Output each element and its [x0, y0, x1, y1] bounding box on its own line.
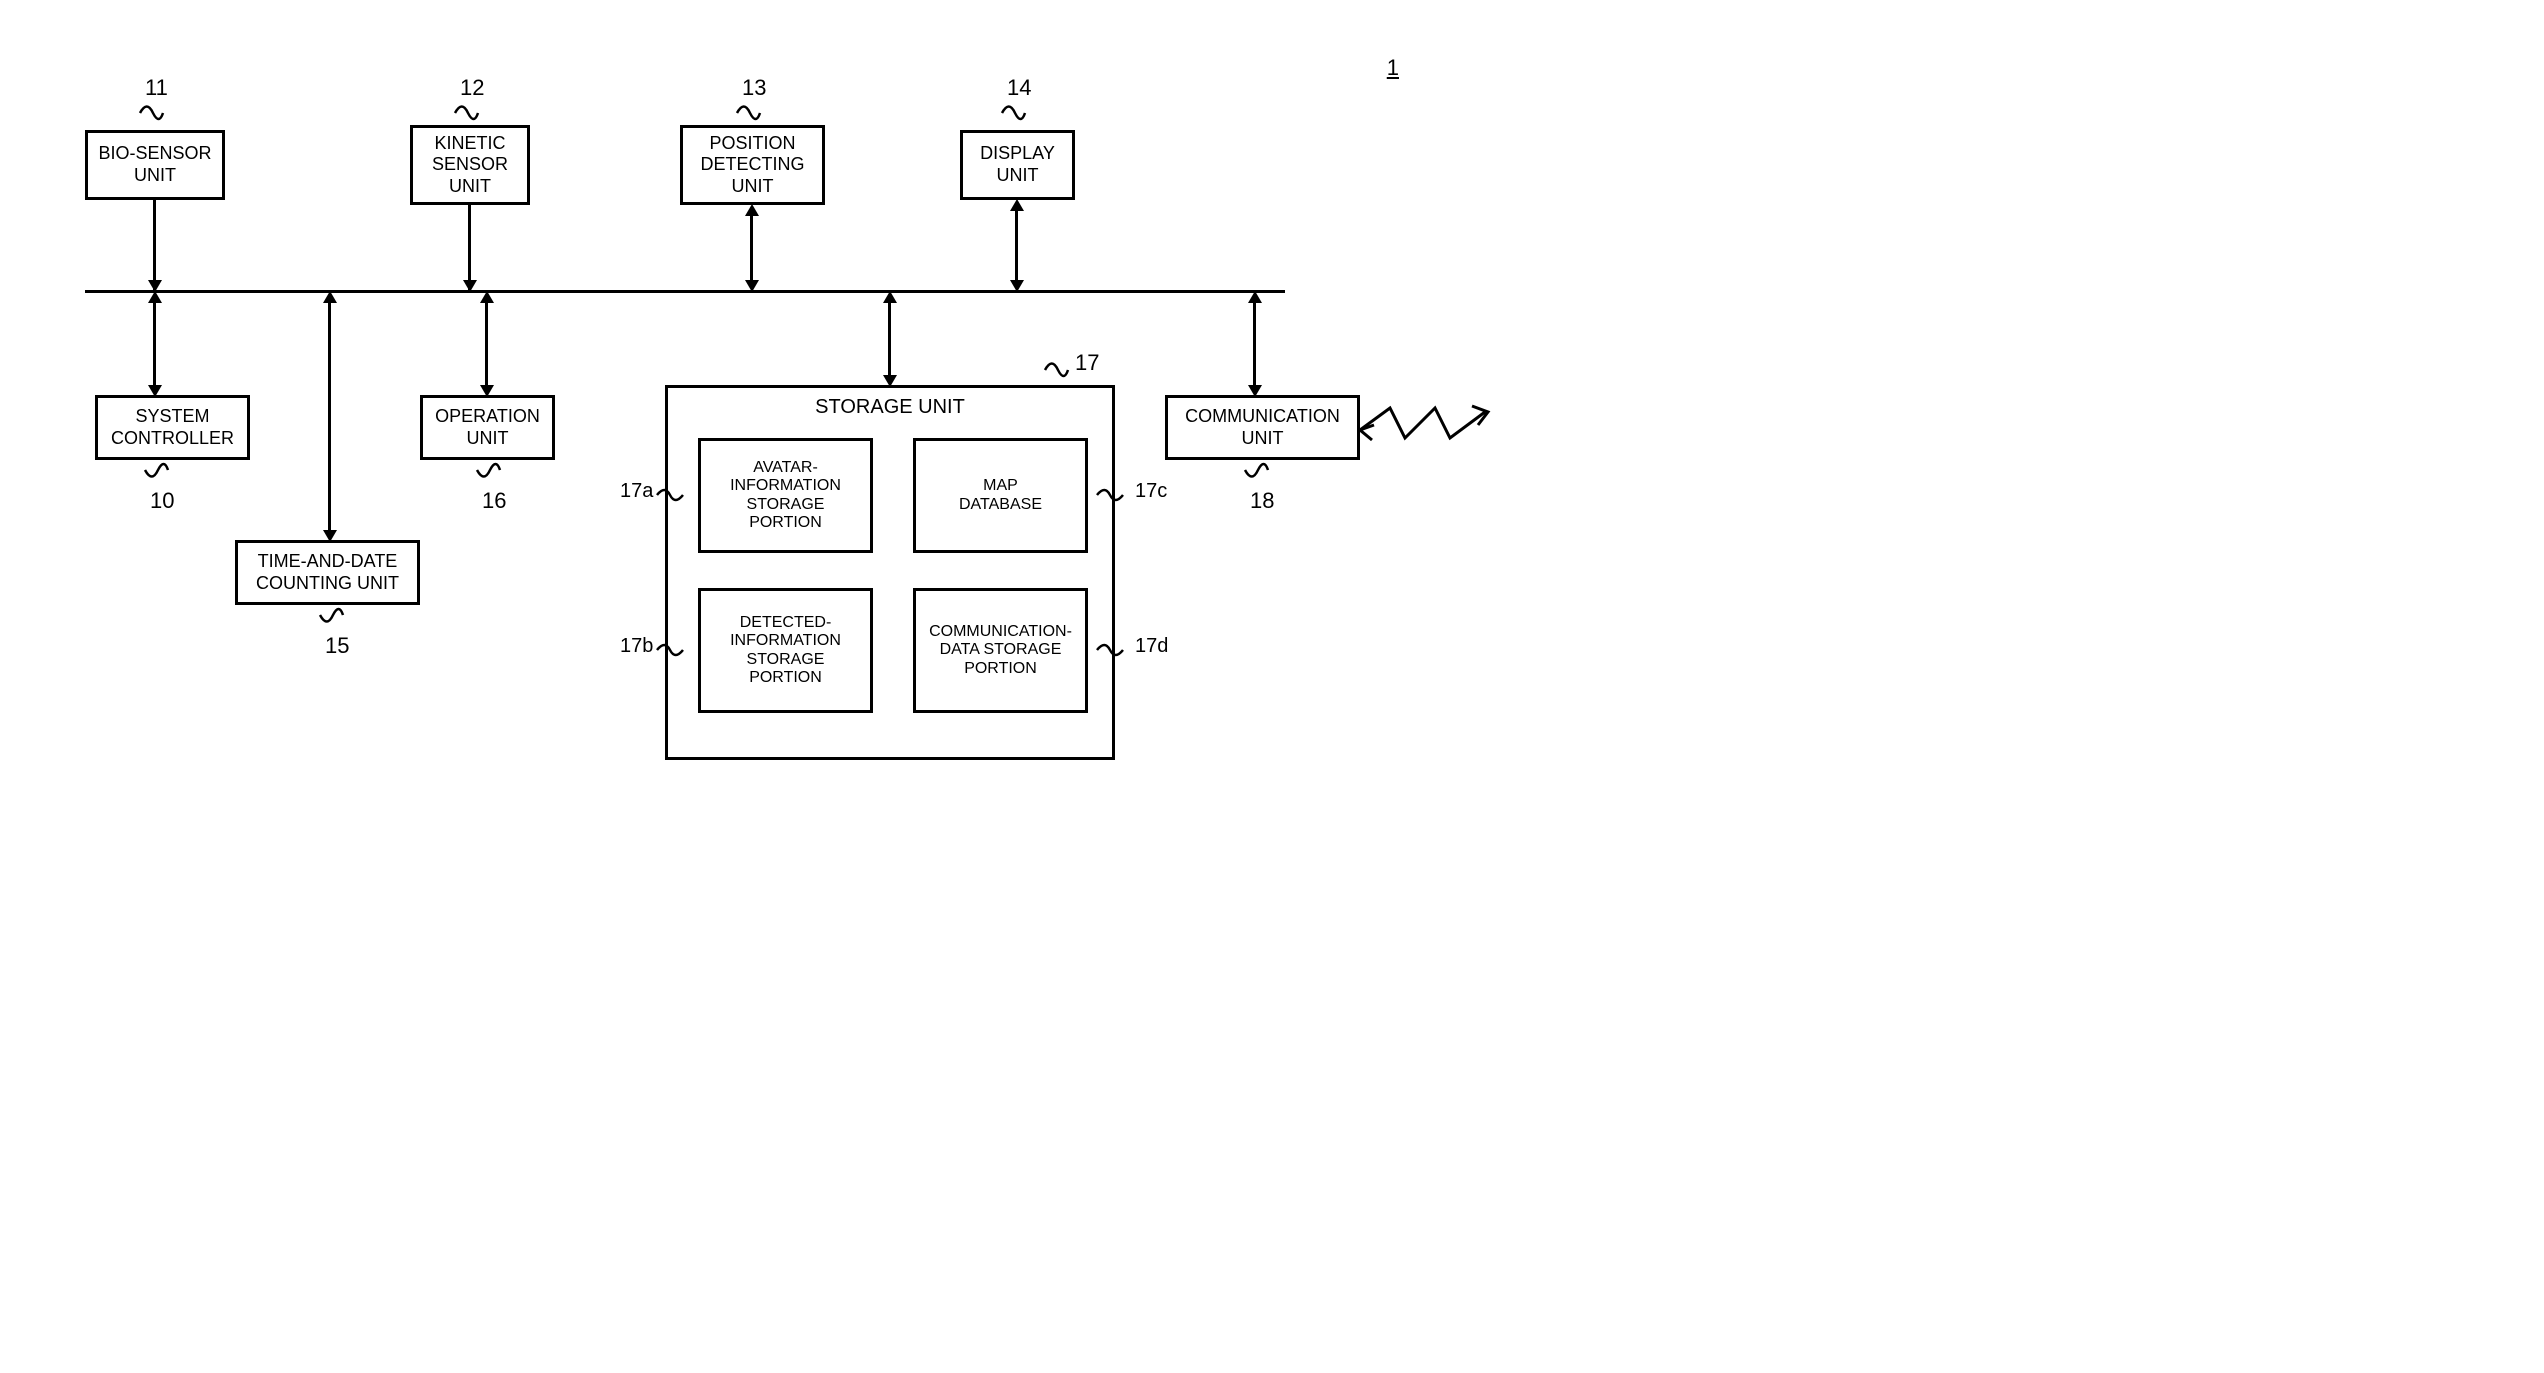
wiggle-17	[1040, 352, 1070, 382]
kinetic-label: KINETIC SENSOR UNIT	[432, 133, 508, 198]
conn-10	[153, 298, 156, 390]
arrow-13-down	[745, 280, 759, 292]
display-block: DISPLAY UNIT	[960, 130, 1075, 200]
wiggle-17b	[655, 635, 685, 665]
communication-block: COMMUNICATION UNIT	[1165, 395, 1360, 460]
position-label: POSITION DETECTING UNIT	[700, 133, 804, 198]
conn-16	[485, 298, 488, 390]
detected-label: DETECTED- INFORMATION STORAGE PORTION	[730, 614, 841, 688]
arrow-14-down	[1010, 280, 1024, 292]
map-label: MAP DATABASE	[959, 477, 1042, 514]
wiggle-10	[140, 458, 170, 488]
kinetic-block: KINETIC SENSOR UNIT	[410, 125, 530, 205]
operation-label: OPERATION UNIT	[435, 406, 540, 449]
wiggle-12	[450, 95, 480, 125]
storage-title: STORAGE UNIT	[668, 396, 1112, 419]
arrow-15-up	[323, 291, 337, 303]
wiggle-17a	[655, 480, 685, 510]
bus-line	[85, 290, 1285, 293]
display-label: DISPLAY UNIT	[980, 143, 1055, 186]
operation-block: OPERATION UNIT	[420, 395, 555, 460]
wiggle-11	[135, 95, 165, 125]
conn-14	[1015, 207, 1018, 284]
conn-12	[468, 205, 471, 290]
ref-15: 15	[325, 633, 349, 659]
detected-block: DETECTED- INFORMATION STORAGE PORTION	[698, 588, 873, 713]
wiggle-18	[1240, 458, 1270, 488]
controller-label: SYSTEM CONTROLLER	[111, 406, 234, 449]
ref-16: 16	[482, 488, 506, 514]
arrow-12-down	[463, 280, 477, 292]
timedate-block: TIME-AND-DATE COUNTING UNIT	[235, 540, 420, 605]
wiggle-17c	[1095, 480, 1125, 510]
wiggle-17d	[1095, 635, 1125, 665]
ref-17: 17	[1075, 350, 1099, 376]
conn-13	[750, 212, 753, 284]
arrow-17-up	[883, 291, 897, 303]
arrow-13-up	[745, 204, 759, 216]
arrow-10-up	[148, 291, 162, 303]
commdata-block: COMMUNICATION- DATA STORAGE PORTION	[913, 588, 1088, 713]
conn-18	[1253, 298, 1256, 390]
arrow-16-up	[480, 291, 494, 303]
conn-15	[328, 298, 331, 535]
conn-17	[888, 298, 891, 380]
wiggle-15	[315, 603, 345, 633]
communication-label: COMMUNICATION UNIT	[1185, 406, 1340, 449]
storage-unit: STORAGE UNIT AVATAR- INFORMATION STORAGE…	[665, 385, 1115, 760]
conn-11	[153, 200, 156, 290]
ref-17a: 17a	[620, 480, 653, 503]
map-block: MAP DATABASE	[913, 438, 1088, 553]
arrow-18-up	[1248, 291, 1262, 303]
timedate-label: TIME-AND-DATE COUNTING UNIT	[256, 551, 399, 594]
block-diagram: 1 11 BIO-SENSOR UNIT 12 KINETIC SENSOR U…	[40, 40, 1504, 780]
figure-label: 1	[1387, 55, 1399, 81]
controller-block: SYSTEM CONTROLLER	[95, 395, 250, 460]
wiggle-16	[472, 458, 502, 488]
biosensor-block: BIO-SENSOR UNIT	[85, 130, 225, 200]
ref-18: 18	[1250, 488, 1274, 514]
biosensor-label: BIO-SENSOR UNIT	[98, 143, 211, 186]
wiggle-13	[732, 95, 762, 125]
avatar-label: AVATAR- INFORMATION STORAGE PORTION	[730, 459, 841, 533]
arrow-14-up	[1010, 199, 1024, 211]
position-block: POSITION DETECTING UNIT	[680, 125, 825, 205]
wiggle-14	[997, 95, 1027, 125]
ref-17d: 17d	[1135, 635, 1168, 658]
ref-17b: 17b	[620, 635, 653, 658]
ref-17c: 17c	[1135, 480, 1167, 503]
wireless-icon	[1360, 400, 1490, 455]
ref-10: 10	[150, 488, 174, 514]
commdata-label: COMMUNICATION- DATA STORAGE PORTION	[929, 623, 1072, 678]
avatar-block: AVATAR- INFORMATION STORAGE PORTION	[698, 438, 873, 553]
